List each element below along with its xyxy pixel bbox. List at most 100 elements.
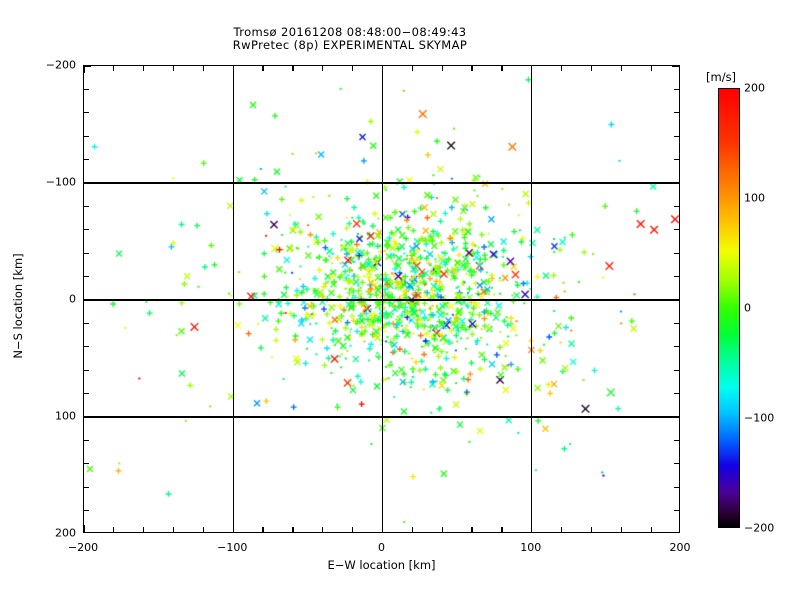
tick-x-major: [381, 66, 384, 73]
tick-x-minor: [262, 66, 264, 71]
tick-y-minor: [674, 112, 679, 114]
scatter-points: [84, 66, 679, 532]
tick-y-minor: [84, 88, 89, 91]
tick-y-major: [84, 66, 91, 67]
tick-x-minor: [352, 66, 354, 71]
plot-area: [83, 65, 680, 533]
tick-y-minor: [674, 229, 679, 231]
colorbar-tick-label: 200: [744, 81, 765, 95]
tick-y-minor: [674, 486, 679, 488]
tick-y-minor: [84, 346, 89, 348]
x-tick-label: −100: [217, 541, 248, 554]
tick-y-minor: [84, 205, 89, 208]
tick-y-minor: [84, 135, 89, 137]
tick-y-major: [84, 182, 91, 184]
tick-x-major: [84, 525, 85, 532]
tick-x-minor: [411, 66, 413, 71]
colorbar: [718, 88, 740, 528]
tick-y-minor: [84, 486, 89, 488]
tick-x-minor: [352, 527, 354, 532]
colorbar-unit-label: [m/s]: [706, 70, 737, 84]
tick-x-minor: [113, 66, 115, 71]
tick-y-minor: [674, 322, 679, 325]
tick-x-major: [531, 66, 533, 73]
x-axis-title: E−W location [km]: [327, 558, 436, 572]
tick-x-minor: [560, 66, 563, 71]
tick-x-minor: [202, 527, 205, 532]
tick-y-major: [84, 299, 91, 301]
y-tick-label: −200: [45, 58, 76, 72]
tick-x-minor: [113, 527, 115, 532]
x-tick-label: −200: [67, 541, 99, 554]
tick-y-minor: [674, 88, 679, 91]
tick-x-minor: [411, 527, 413, 532]
tick-y-minor: [674, 275, 679, 278]
y-tick-label: 0: [69, 292, 76, 306]
title-line-2: RwPretec (8p) EXPERIMENTAL SKYMAP: [232, 38, 468, 52]
tick-y-minor: [674, 509, 679, 512]
tick-x-minor: [650, 527, 652, 532]
tick-y-minor: [674, 392, 679, 395]
x-tick-label: 0: [378, 541, 385, 554]
gridline-horizontal: [84, 182, 679, 184]
y-tick-label: −100: [45, 175, 76, 189]
tick-y-major: [672, 416, 679, 418]
tick-y-minor: [674, 135, 679, 137]
tick-x-minor: [172, 527, 175, 532]
y-axis-title: N−S location [km]: [11, 253, 25, 359]
tick-x-minor: [590, 527, 593, 532]
tick-y-minor: [84, 158, 89, 161]
colorbar-tick-label: 100: [744, 191, 765, 205]
tick-y-major: [672, 66, 679, 67]
tick-x-major: [84, 66, 85, 73]
tick-y-minor: [84, 509, 89, 512]
tick-x-minor: [292, 527, 294, 532]
tick-y-minor: [84, 439, 89, 442]
tick-x-minor: [650, 66, 652, 71]
tick-x-major: [381, 525, 384, 532]
y-tick-label: 200: [55, 526, 76, 540]
tick-y-minor: [674, 439, 679, 442]
gridline-vertical: [232, 66, 234, 532]
title-line-1: Tromsø 20161208 08:48:00−08:49:43: [233, 25, 467, 39]
tick-x-minor: [501, 527, 503, 532]
tick-y-minor: [674, 346, 679, 348]
tick-x-major: [232, 66, 234, 73]
tick-x-minor: [471, 527, 473, 532]
gridline-horizontal: [84, 416, 679, 418]
tick-y-minor: [84, 322, 89, 325]
tick-y-minor: [84, 392, 89, 395]
tick-x-major: [531, 525, 533, 532]
tick-x-minor: [262, 527, 264, 532]
tick-x-minor: [322, 527, 324, 532]
tick-y-minor: [84, 252, 89, 254]
gridline-vertical: [381, 66, 384, 532]
colorbar-tick-label: −200: [744, 521, 775, 535]
x-tick-label: 200: [669, 541, 691, 554]
gridline-horizontal: [84, 299, 679, 301]
tick-y-minor: [674, 252, 679, 254]
tick-x-minor: [202, 66, 205, 71]
tick-x-minor: [620, 527, 622, 532]
tick-y-major: [672, 299, 679, 301]
tick-x-minor: [441, 66, 443, 71]
colorbar-tick-label: 0: [744, 301, 751, 315]
tick-x-minor: [620, 66, 622, 71]
chart-title: Tromsø 20161208 08:48:00−08:49:43 RwPret…: [0, 26, 700, 52]
tick-x-minor: [501, 66, 503, 71]
tick-y-minor: [674, 205, 679, 208]
tick-y-minor: [674, 158, 679, 161]
tick-x-minor: [143, 66, 145, 71]
tick-y-minor: [674, 369, 679, 371]
tick-y-minor: [84, 463, 89, 465]
tick-x-minor: [292, 66, 294, 71]
tick-y-minor: [674, 463, 679, 465]
tick-y-minor: [84, 229, 89, 231]
tick-x-minor: [471, 66, 473, 71]
tick-x-minor: [590, 66, 593, 71]
tick-y-minor: [84, 275, 89, 278]
tick-y-minor: [84, 369, 89, 371]
y-tick-label: 100: [55, 409, 76, 423]
tick-x-minor: [322, 66, 324, 71]
tick-x-minor: [441, 527, 443, 532]
